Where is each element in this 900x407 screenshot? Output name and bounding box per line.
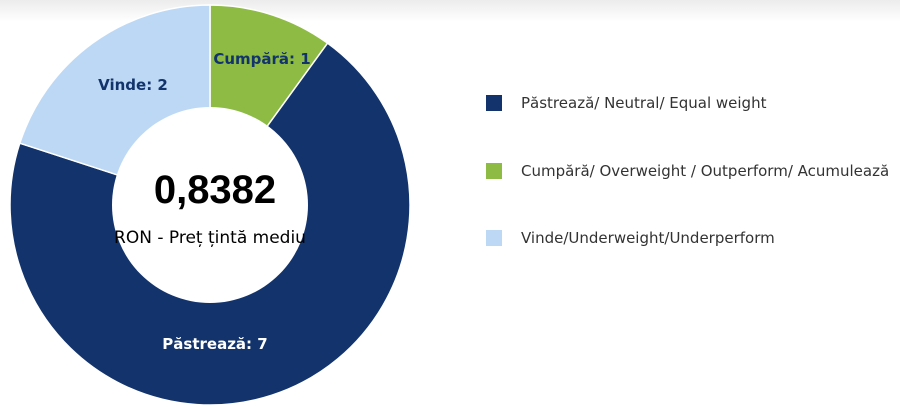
slice-label-pastreaza: Păstrează: 7 xyxy=(162,335,267,353)
legend-label-cumpara: Cumpără/ Overweight / Outperform/ Acumul… xyxy=(521,162,890,180)
donut-chart: 0,8382 RON - Preț țintă mediu Cumpără: 1… xyxy=(9,4,411,406)
legend-item-vinde: Vinde/Underweight/Underperform xyxy=(486,229,775,247)
legend-label-pastreaza: Păstrează/ Neutral/ Equal weight xyxy=(521,94,767,112)
donut-hole xyxy=(112,107,308,303)
legend-swatch-cumpara xyxy=(486,163,502,179)
legend-item-cumpara: Cumpără/ Overweight / Outperform/ Acumul… xyxy=(486,162,889,180)
center-value: 0,8382 xyxy=(154,168,276,212)
center-caption: RON - Preț țintă mediu xyxy=(114,228,306,248)
legend-swatch-vinde xyxy=(486,230,502,246)
slice-label-vinde: Vinde: 2 xyxy=(98,76,168,94)
slice-label-cumpara: Cumpără: 1 xyxy=(213,50,310,68)
legend-item-pastreaza: Păstrează/ Neutral/ Equal weight xyxy=(486,94,766,112)
legend-label-vinde: Vinde/Underweight/Underperform xyxy=(521,229,775,247)
legend-swatch-pastreaza xyxy=(486,95,502,111)
